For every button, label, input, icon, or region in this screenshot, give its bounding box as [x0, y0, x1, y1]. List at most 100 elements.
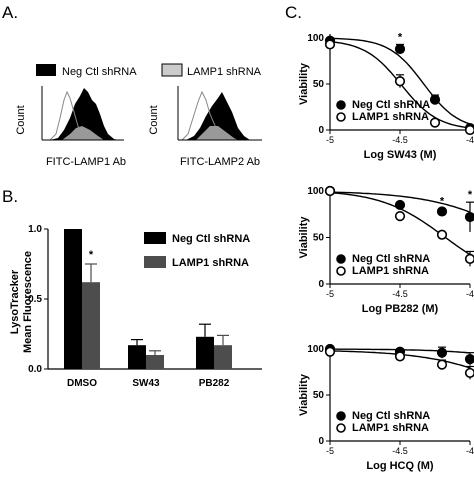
panel-a: A. Neg Ctl shRNA LAMP1 shRNA Count FITC-… [2, 3, 262, 168]
dose-y-tick-label: 100 [307, 186, 324, 197]
bar-dmso-series-0 [64, 229, 82, 369]
dose-point-neg-ctl [394, 199, 406, 211]
dose-x-axis-label: Log HCQ (M) [366, 460, 434, 472]
histogram-1-ylabel: Count [15, 105, 27, 134]
bar-significance-star: * [89, 249, 94, 261]
dose-point-lamp1 [394, 76, 406, 87]
panel-b-ylabel-line1: LysoTracker [9, 269, 21, 334]
dose-fit-curve-0 [329, 37, 471, 125]
histogram-2-xlabel: FITC-LAMP2 Ab [180, 156, 260, 168]
dose-x-axis-label: Log PB282 (M) [362, 303, 439, 315]
dose-point-lamp1 [324, 185, 336, 197]
bar-category-label: DMSO [67, 378, 97, 389]
bar-legend-label-0: Neg Ctl shRNA [172, 233, 250, 245]
bar-y-tick-label: 1.0 [28, 224, 42, 235]
dose-x-tick-label: -4 [466, 446, 474, 456]
histogram-2-neg-ctl-fill [186, 92, 250, 140]
dose-legend-label-0: Neg Ctl shRNA [352, 99, 430, 111]
panel-b-ylabel-line2: Mean Fluorescence [22, 251, 34, 353]
dose-point-lamp1 [394, 351, 406, 362]
dose-x-tick-label: -5 [326, 446, 334, 456]
dose-point-lamp1 [464, 367, 474, 379]
histogram-2-gray-fill [196, 126, 238, 140]
bar-legend-swatch-1 [144, 256, 166, 268]
dose-y-tick-label: 50 [313, 390, 325, 401]
dose-point-lamp1 [464, 124, 474, 136]
bar-sw43-series-1 [146, 355, 164, 369]
bar-category-label: PB282 [199, 378, 230, 389]
bar-pb282-series-1 [214, 345, 232, 369]
dose-point-lamp1 [324, 39, 336, 50]
dose-point-neg-ctl [429, 94, 441, 105]
dose-legend-label-1: LAMP1 shRNA [352, 422, 429, 434]
dose-point-lamp1 [436, 229, 448, 240]
dose-y-axis-label: Viability [298, 62, 310, 105]
dose-point-neg-ctl [436, 347, 448, 358]
panel-b: B. LysoTracker Mean Fluorescence 0.0 0.5 1… [2, 187, 262, 389]
dose-y-tick-label: 100 [307, 33, 324, 44]
dose-y-tick-label: 0 [318, 125, 324, 136]
bar-category-label: SW43 [132, 378, 160, 389]
dose-significance-star: * [468, 189, 473, 201]
dose-x-tick-label: -4 [466, 289, 474, 299]
dose-point-neg-ctl [464, 211, 474, 223]
dose-legend-label-0: Neg Ctl shRNA [352, 253, 430, 265]
dose-y-tick-label: 0 [318, 279, 324, 290]
dose-legend-marker-0 [336, 411, 346, 421]
dose-x-tick-label: -5 [326, 135, 334, 145]
dose-point-lamp1 [394, 211, 406, 222]
dose-legend-marker-1 [336, 423, 346, 433]
dose-legend-marker-0 [336, 100, 346, 110]
bar-legend-swatch-0 [144, 232, 166, 244]
dose-significance-star: * [398, 31, 403, 43]
panel-c-label: C. [285, 3, 302, 22]
panel-a-label: A. [2, 3, 18, 22]
dose-response-pb282: 0 50 100 -5 -4.5 -4 Log PB282 (M) Viability * * Ne… [298, 185, 474, 315]
dose-point-lamp1 [464, 253, 474, 264]
histogram-1-xlabel: FITC-LAMP1 Ab [46, 156, 126, 168]
dose-y-tick-label: 100 [307, 344, 324, 355]
dose-y-tick-label: 50 [313, 79, 325, 90]
dose-legend-label-0: Neg Ctl shRNA [352, 410, 430, 422]
dose-point-lamp1 [429, 117, 441, 128]
dose-legend-label-1: LAMP1 shRNA [352, 265, 429, 277]
panel-c: C. 0 50 100 -5 -4.5 -4 Log SW43 (M) Viability * N… [285, 3, 474, 472]
dose-point-lamp1 [324, 346, 336, 357]
dose-legend-marker-1 [336, 112, 346, 122]
histogram-1-neg-ctl-fill [50, 88, 118, 140]
histogram-1-gray-fill [62, 126, 104, 140]
legend-swatch-neg-ctl [36, 64, 56, 76]
dose-x-tick-label: -4.5 [392, 135, 408, 145]
dose-x-axis-label: Log SW43 (M) [364, 149, 437, 161]
dose-point-neg-ctl [394, 43, 406, 55]
dose-y-axis-label: Viability [298, 373, 310, 416]
bar-y-tick-label: 0.5 [28, 294, 42, 305]
bar-dmso-series-1 [82, 282, 100, 369]
legend-label-lamp1: LAMP1 shRNA [187, 66, 262, 78]
dose-y-tick-label: 0 [318, 436, 324, 447]
dose-point-neg-ctl [436, 206, 448, 217]
bar-pb282-series-0 [196, 336, 214, 369]
histogram-2-ylabel: Count [148, 105, 160, 134]
dose-y-tick-label: 50 [313, 233, 325, 244]
bar-sw43-series-0 [128, 345, 146, 369]
histogram-lamp2: Count FITC-LAMP2 Ab [148, 86, 262, 168]
dose-response-sw43: 0 50 100 -5 -4.5 -4 Log SW43 (M) Viability * Neg … [298, 31, 474, 161]
dose-response-hcq: 0 50 100 -5 -4.5 -4 Log HCQ (M) Viability Neg Ct… [298, 343, 474, 472]
dose-x-tick-label: -4.5 [392, 446, 408, 456]
dose-legend-marker-0 [336, 254, 346, 264]
dose-fit-curve-0 [330, 191, 471, 213]
dose-significance-star: * [440, 196, 445, 208]
bar-legend-label-1: LAMP1 shRNA [172, 257, 249, 269]
legend-swatch-lamp1 [161, 63, 183, 77]
dose-x-tick-label: -4.5 [392, 289, 408, 299]
dose-point-neg-ctl [464, 354, 474, 365]
dose-legend-marker-1 [336, 266, 346, 276]
bar-chart: 0.0 0.5 1.0 DMSO SW43 PB282 * Neg Ctl shRNA LAMP… [28, 224, 262, 389]
dose-point-lamp1 [436, 359, 448, 370]
panel-b-label: B. [2, 187, 18, 206]
dose-y-axis-label: Viability [298, 216, 310, 259]
bar-y-tick-label: 0.0 [28, 364, 42, 375]
legend-label-neg-ctl: Neg Ctl shRNA [62, 66, 137, 78]
